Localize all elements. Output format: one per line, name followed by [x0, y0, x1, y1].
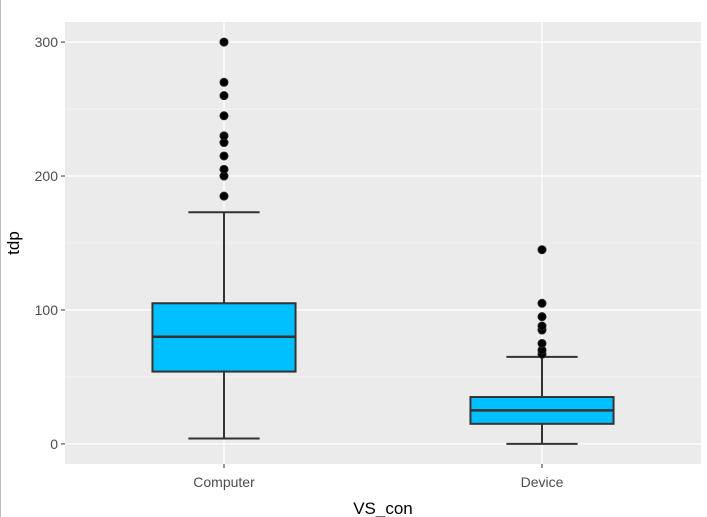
outlier-point: [219, 131, 229, 141]
y-axis-ticks: 0 100 200 300: [35, 34, 65, 452]
outlier-point: [219, 91, 229, 101]
outlier-point: [537, 338, 547, 348]
y-axis-title: tdp: [4, 231, 23, 255]
outlier-point: [537, 321, 547, 331]
x-tick-label: Computer: [193, 474, 255, 490]
x-tick-label: Device: [521, 474, 564, 490]
y-tick-label: 100: [35, 302, 59, 318]
outlier-point: [219, 164, 229, 174]
outlier-point: [537, 312, 547, 322]
outlier-point: [219, 191, 229, 201]
outlier-point: [219, 151, 229, 161]
outlier-point: [219, 37, 229, 47]
window-left-edge: [0, 0, 1, 517]
y-tick-label: 0: [50, 436, 58, 452]
outlier-points: [219, 37, 547, 359]
outlier-point: [219, 111, 229, 121]
outlier-point: [537, 245, 547, 255]
x-axis-title: VS_con: [353, 499, 413, 517]
grid-minor-lines: [65, 108, 701, 378]
box-series: [151, 211, 615, 445]
outlier-point: [537, 298, 547, 308]
x-axis-ticks: Computer Device: [193, 464, 564, 490]
y-tick-label: 300: [35, 34, 59, 50]
y-tick-label: 200: [35, 168, 59, 184]
outlier-point: [219, 77, 229, 87]
box-computer: [151, 211, 297, 440]
